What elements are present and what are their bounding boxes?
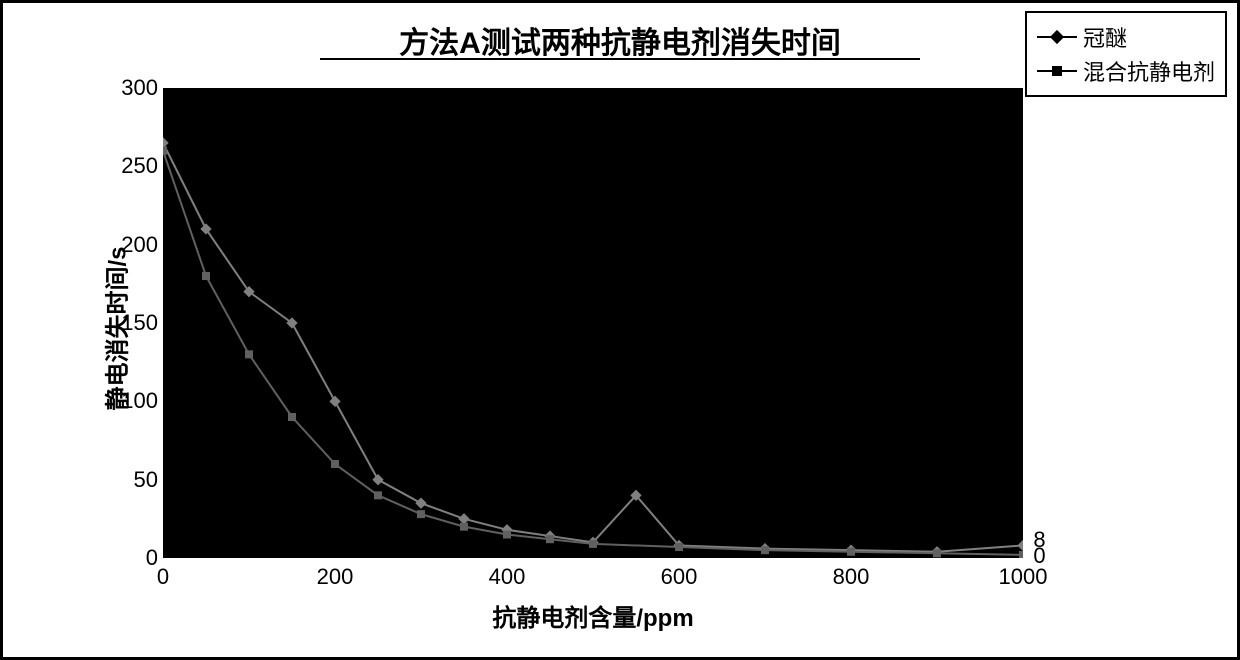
x-tick-label: 1000 — [999, 564, 1048, 590]
y-tick-label: 150 — [108, 310, 158, 336]
legend-line-0 — [1037, 36, 1077, 38]
legend: 冠醚 混合抗静电剂 — [1025, 11, 1227, 97]
y-tick-label: 0 — [108, 545, 158, 571]
diamond-icon — [1050, 30, 1064, 44]
end-marker: 0 — [1033, 545, 1045, 567]
x-tick-label: 0 — [157, 564, 169, 590]
legend-label-1: 混合抗静电剂 — [1083, 55, 1215, 87]
legend-label-0: 冠醚 — [1083, 21, 1127, 53]
x-tick-label: 200 — [317, 564, 354, 590]
x-tick-label: 600 — [661, 564, 698, 590]
y-tick-label: 300 — [108, 75, 158, 101]
plot-area — [163, 88, 1023, 558]
x-axis-title: 抗静电剂含量/ppm — [492, 598, 693, 633]
square-icon — [1052, 66, 1062, 76]
y-tick-label: 100 — [108, 388, 158, 414]
y-tick-label: 250 — [108, 153, 158, 179]
title-underline — [320, 58, 920, 60]
x-tick-label: 800 — [833, 564, 870, 590]
legend-item-1: 混合抗静电剂 — [1037, 55, 1215, 87]
chart-container: 方法A测试两种抗静电剂消失时间 冠醚 混合抗静电剂 静电消失时间/s 抗静电剂含… — [0, 0, 1240, 660]
legend-item-0: 冠醚 — [1037, 21, 1215, 53]
y-tick-label: 50 — [108, 467, 158, 493]
legend-line-1 — [1037, 70, 1077, 72]
chart-title: 方法A测试两种抗静电剂消失时间 — [399, 18, 841, 62]
x-tick-label: 400 — [489, 564, 526, 590]
y-tick-label: 200 — [108, 232, 158, 258]
